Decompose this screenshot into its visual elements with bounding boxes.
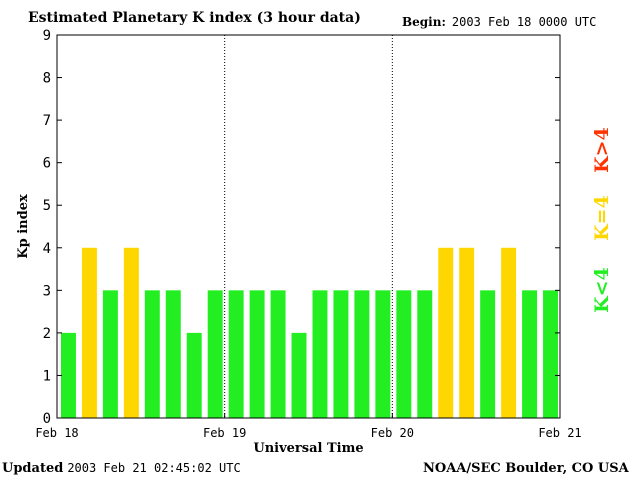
y-tick-label: 3	[43, 283, 51, 299]
kp-bar	[522, 290, 538, 418]
kp-bar	[270, 290, 286, 418]
x-tick-label: Feb 18	[35, 426, 78, 440]
kp-bar	[438, 247, 454, 418]
kp-bar	[459, 247, 475, 418]
kp-bar	[501, 247, 517, 418]
kp-bar	[144, 290, 160, 418]
y-tick-label: 5	[43, 198, 51, 214]
kp-bar	[396, 290, 412, 418]
begin-timestamp: Begin: 2003 Feb 18 0000 UTC	[402, 15, 596, 29]
kp-bar	[102, 290, 118, 418]
updated-label: Updated	[2, 461, 64, 476]
begin-value: 2003 Feb 18 0000 UTC	[451, 15, 597, 29]
kp-bar	[186, 332, 202, 418]
begin-label: Begin:	[402, 15, 446, 29]
y-tick-label: 8	[43, 71, 51, 87]
kp-bar	[123, 247, 139, 418]
y-tick-label: 9	[43, 28, 51, 44]
y-tick-label: 4	[43, 241, 51, 257]
y-axis-label: Kp index	[16, 194, 31, 259]
kp-bar	[81, 247, 97, 418]
x-tick-label: Feb 21	[538, 426, 581, 440]
x-tick-label: Feb 20	[371, 426, 414, 440]
kp-bar	[249, 290, 265, 418]
y-tick-label: 1	[43, 368, 51, 384]
legend-item: K>4	[591, 127, 613, 173]
kp-bar	[228, 290, 244, 418]
legend-item: K<4	[591, 267, 613, 313]
kp-bar	[375, 290, 391, 418]
kp-bar	[61, 332, 76, 418]
chart-title: Estimated Planetary K index (3 hour data…	[28, 10, 361, 26]
updated-value: 2003 Feb 21 02:45:02 UTC	[67, 461, 241, 475]
x-axis-label: Universal Time	[253, 441, 363, 456]
updated-timestamp: Updated 2003 Feb 21 02:45:02 UTC	[2, 461, 241, 476]
y-tick-label: 7	[43, 113, 51, 129]
kp-bar	[354, 290, 370, 418]
plot-frame	[56, 34, 561, 419]
x-tick-label: Feb 19	[203, 426, 246, 440]
kp-bar	[417, 290, 433, 418]
kp-bar	[333, 290, 349, 418]
legend-item: K=4	[591, 195, 613, 241]
kp-bar	[312, 290, 328, 418]
credit-line: NOAA/SEC Boulder, CO USA	[423, 461, 629, 476]
kp-bar	[291, 332, 307, 418]
kp-bar	[543, 290, 558, 418]
kp-bar	[480, 290, 496, 418]
kp-bar	[165, 290, 181, 418]
y-tick-label: 2	[43, 326, 51, 342]
kp-bar	[207, 290, 223, 418]
y-tick-label: 0	[43, 411, 51, 427]
y-tick-label: 6	[43, 156, 51, 172]
